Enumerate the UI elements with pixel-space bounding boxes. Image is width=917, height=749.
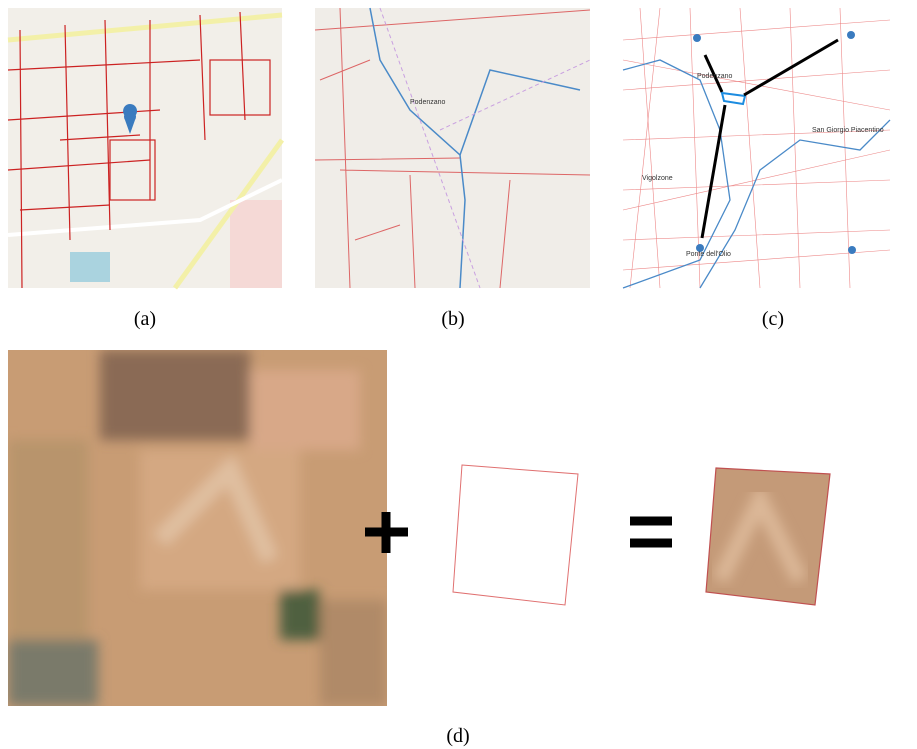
- place-label: Podenzano: [697, 73, 733, 80]
- place-label: San Giorgio Piacentino: [812, 127, 884, 134]
- map-b: Podenzano: [314, 7, 591, 289]
- caption: (d): [446, 725, 469, 747]
- place-label: Podenzano: [410, 99, 446, 106]
- place-label: Ponte dell'Olio: [686, 251, 731, 258]
- caption: (b): [441, 308, 464, 330]
- cropped-field: [705, 467, 831, 606]
- satellite-image: [8, 350, 387, 706]
- plus-sign: [365, 512, 408, 553]
- map-c: Podenzano San Giorgio Piacentino Vigolzo…: [622, 7, 891, 289]
- field-outline: [452, 464, 579, 606]
- caption: (a): [134, 308, 156, 330]
- map-a: [7, 8, 285, 290]
- place-label: Vigolzone: [642, 175, 673, 182]
- equals-sign: [630, 516, 672, 548]
- caption: (c): [762, 308, 784, 330]
